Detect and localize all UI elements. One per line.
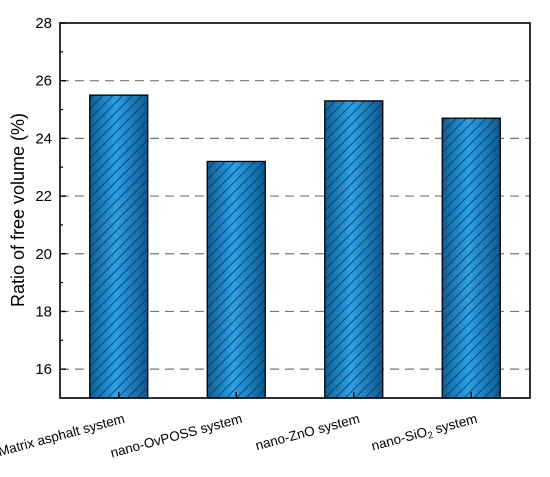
y-tick-label: 22 xyxy=(35,188,52,205)
y-tick-label: 28 xyxy=(35,15,52,32)
y-tick-label: 24 xyxy=(35,130,52,147)
bars xyxy=(89,94,501,399)
bar xyxy=(89,94,149,399)
y-axis-title: Ratio of free volume (%) xyxy=(8,113,28,307)
bar-outline xyxy=(324,100,384,399)
x-tick-label: nano-ZnO system xyxy=(254,411,362,453)
bar-outline xyxy=(441,117,501,399)
plot-frame xyxy=(59,22,531,399)
bar-outline xyxy=(89,94,149,399)
bar xyxy=(324,100,384,399)
bar xyxy=(206,160,266,399)
y-tick-label: 18 xyxy=(35,303,52,320)
y-tick-label: 16 xyxy=(35,361,52,378)
y-tick-label: 26 xyxy=(35,73,52,90)
x-tick-label: nano-SiO2 system xyxy=(370,411,480,457)
x-tick-label: Matrix asphalt system xyxy=(0,411,126,459)
bar-outline xyxy=(206,160,266,399)
y-axis-ticks: 16 18 20 22 24 26 28 xyxy=(35,15,66,378)
bar xyxy=(441,117,501,399)
y-tick-label: 20 xyxy=(35,246,52,263)
x-tick-label: nano-OvPOSS system xyxy=(109,411,244,461)
